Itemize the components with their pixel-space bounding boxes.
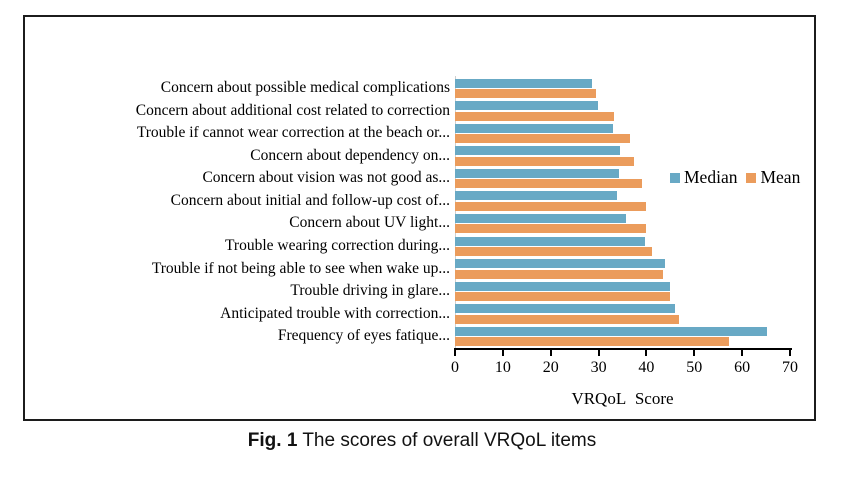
median-bar bbox=[455, 304, 676, 314]
figure-caption: Fig. 1 The scores of overall VRQoL items bbox=[0, 430, 844, 452]
median-bar bbox=[455, 213, 627, 223]
legend-item-mean: Mean bbox=[746, 167, 800, 188]
chart-row: Concern about UV light... bbox=[25, 212, 790, 235]
chart-row: Concern about possible medical complicat… bbox=[25, 77, 790, 100]
x-tick-label: 10 bbox=[494, 359, 511, 376]
x-tick-label: 60 bbox=[734, 359, 751, 376]
category-label: Concern about initial and follow-up cost… bbox=[170, 191, 450, 209]
category-label: Concern about UV light... bbox=[289, 214, 450, 232]
bar-group bbox=[455, 280, 790, 303]
bar-chart: Concern about possible medical complicat… bbox=[25, 17, 814, 419]
x-tick-label: 70 bbox=[782, 359, 798, 376]
bar-group bbox=[455, 212, 790, 235]
bar-group bbox=[455, 325, 790, 348]
chart-rows: Concern about possible medical complicat… bbox=[25, 77, 790, 348]
mean-bar bbox=[455, 201, 646, 211]
category-label: Trouble driving in glare... bbox=[290, 282, 450, 300]
x-tick-label: 20 bbox=[542, 359, 559, 376]
category-label: Frequency of eyes fatique... bbox=[277, 327, 450, 345]
median-bar bbox=[455, 191, 617, 201]
x-axis-ticks: VRQoL Score 0 10 20 30 40 50 60 70 bbox=[451, 348, 798, 414]
legend-label-mean: Mean bbox=[760, 167, 801, 187]
bar-group bbox=[455, 122, 790, 145]
chart-row: Trouble wearing correction during... bbox=[25, 235, 790, 258]
bar-group bbox=[455, 100, 790, 123]
median-bar bbox=[455, 326, 768, 336]
chart-row: Concern about dependency on... bbox=[25, 145, 790, 168]
chart-row: Concern about initial and follow-up cost… bbox=[25, 190, 790, 213]
median-bar bbox=[455, 78, 593, 88]
x-tick-label: 30 bbox=[590, 359, 607, 376]
bar-group bbox=[455, 303, 790, 326]
x-axis-line bbox=[454, 348, 792, 350]
median-bar bbox=[455, 236, 645, 246]
bar-group bbox=[455, 77, 790, 100]
mean-bar bbox=[455, 247, 653, 257]
x-tick-mark bbox=[501, 350, 504, 356]
category-label: Trouble wearing correction during... bbox=[225, 237, 450, 255]
chart-row: Concern about additional cost related to… bbox=[25, 100, 790, 123]
legend: Median Mean bbox=[670, 167, 800, 188]
figure-caption-text: The scores of overall VRQoL items bbox=[297, 430, 597, 451]
mean-bar bbox=[455, 89, 596, 98]
x-axis-title: VRQoL Score bbox=[571, 389, 674, 408]
chart-row: Concern about vision was not good as... bbox=[25, 167, 790, 190]
bar-group bbox=[455, 190, 790, 213]
chart-row: Trouble if cannot wear correction at the… bbox=[25, 122, 790, 145]
x-tick-label: 40 bbox=[638, 359, 655, 376]
mean-bar bbox=[455, 156, 634, 166]
chart-row: Anticipated trouble with correction... bbox=[25, 303, 790, 326]
x-tick-label: 0 bbox=[451, 359, 459, 376]
median-bar bbox=[455, 281, 671, 291]
category-label: Concern about vision was not good as... bbox=[202, 169, 450, 187]
median-bar bbox=[455, 146, 621, 156]
category-label: Concern about dependency on... bbox=[250, 146, 450, 164]
x-tick-label: 50 bbox=[686, 359, 703, 376]
x-tick-mark bbox=[645, 350, 648, 356]
category-label: Trouble if cannot wear correction at the… bbox=[136, 124, 450, 142]
x-tick-mark bbox=[741, 350, 744, 356]
mean-swatch-icon bbox=[746, 172, 757, 183]
mean-bar bbox=[455, 337, 730, 347]
x-tick-mark bbox=[789, 350, 791, 356]
bar-group bbox=[455, 145, 790, 168]
category-label: Concern about possible medical complicat… bbox=[160, 79, 450, 96]
bar-group bbox=[455, 167, 790, 190]
mean-bar bbox=[455, 111, 615, 121]
mean-bar bbox=[455, 224, 647, 234]
median-bar bbox=[455, 259, 665, 269]
median-swatch-icon bbox=[670, 172, 680, 183]
x-tick-mark bbox=[454, 350, 456, 356]
figure-frame: Concern about possible medical complicat… bbox=[23, 15, 816, 421]
legend-label-median: Median bbox=[684, 167, 738, 187]
median-bar bbox=[455, 123, 613, 133]
median-bar bbox=[455, 101, 598, 111]
mean-bar bbox=[455, 314, 680, 324]
median-bar bbox=[455, 168, 620, 178]
chart-row: Trouble driving in glare... bbox=[25, 280, 790, 303]
chart-row: Frequency of eyes fatique... bbox=[25, 325, 790, 348]
mean-bar bbox=[455, 179, 642, 189]
category-label: Trouble if not being able to see when wa… bbox=[151, 259, 450, 277]
bar-group bbox=[455, 258, 790, 281]
bar-group bbox=[455, 235, 790, 258]
mean-bar bbox=[455, 134, 631, 144]
figure-caption-number: Fig. 1 bbox=[247, 430, 298, 451]
legend-item-median: Median bbox=[670, 167, 737, 188]
y-axis-baseline bbox=[455, 76, 456, 348]
chart-row: Trouble if not being able to see when wa… bbox=[25, 258, 790, 281]
x-tick-mark bbox=[549, 350, 552, 356]
x-tick-mark bbox=[597, 350, 600, 356]
category-label: Anticipated trouble with correction... bbox=[220, 304, 450, 322]
mean-bar bbox=[455, 269, 663, 279]
x-tick-mark bbox=[693, 350, 696, 356]
category-label: Concern about additional cost related to… bbox=[135, 101, 450, 119]
mean-bar bbox=[455, 292, 671, 302]
